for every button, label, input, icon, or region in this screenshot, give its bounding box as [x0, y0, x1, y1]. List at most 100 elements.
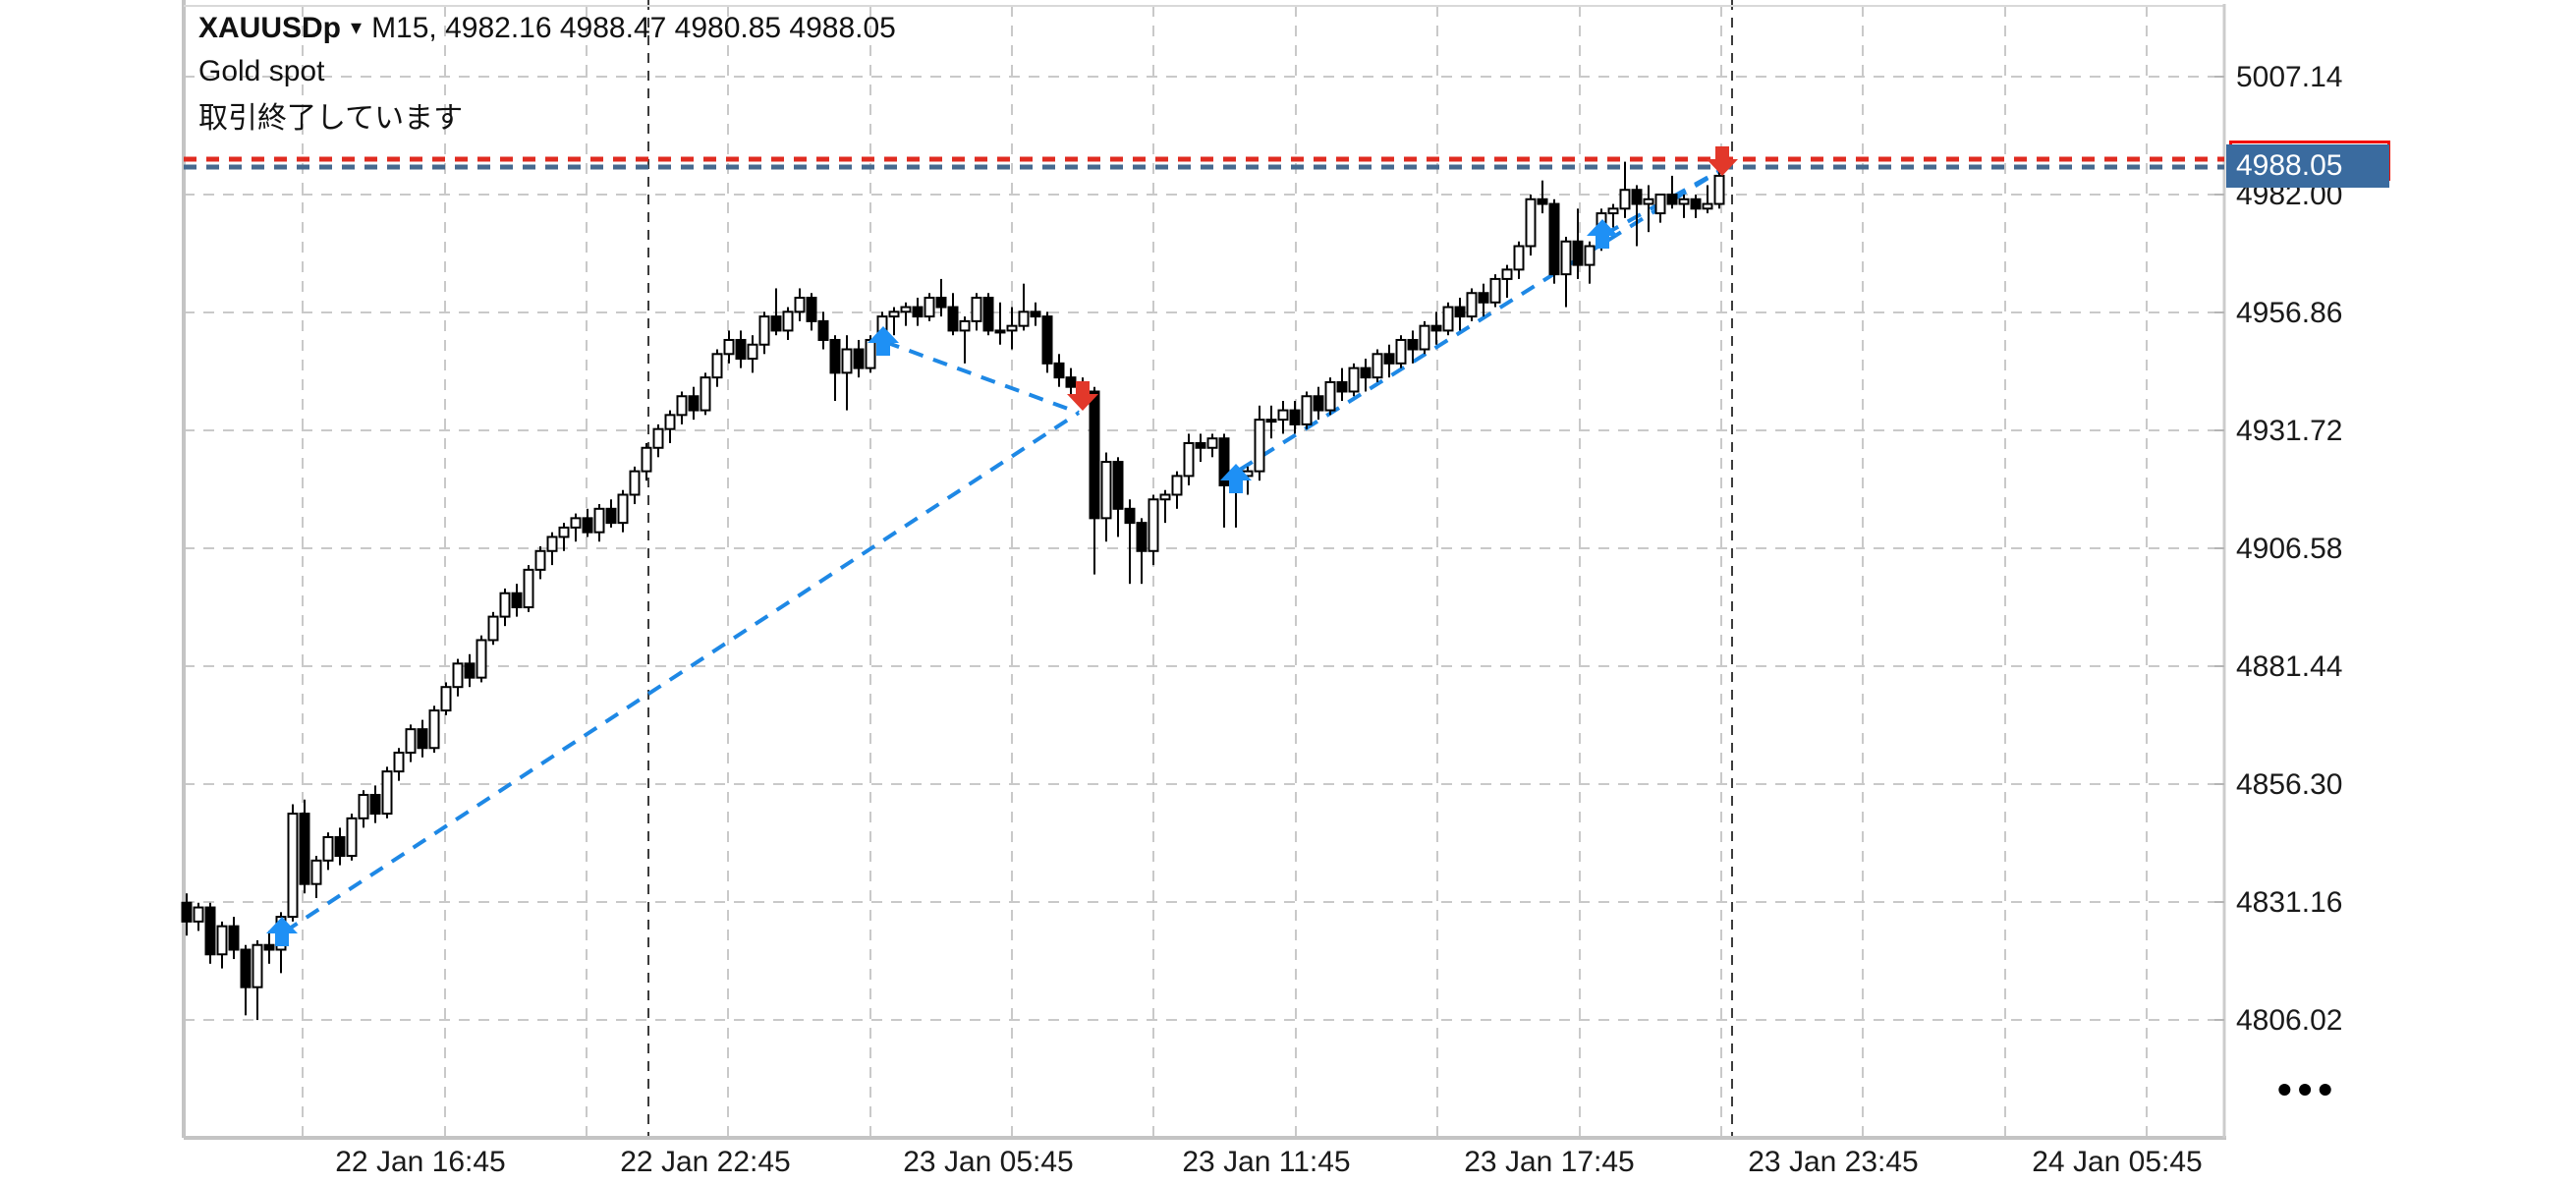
candle-body	[758, 315, 770, 346]
timeframe-ohlc-text: M15, 4982.16 4988.47 4980.85 4988.05	[371, 12, 896, 44]
candle-body	[1631, 189, 1643, 205]
candle-body	[841, 348, 853, 374]
sell-arrow-icon	[1707, 146, 1738, 176]
y-axis-label: 4806.02	[2236, 1004, 2342, 1037]
candle-body	[664, 414, 676, 430]
candle-body	[747, 343, 758, 361]
chevron-down-icon[interactable]: ▾	[351, 15, 363, 39]
candle-body	[688, 395, 700, 412]
candle-body	[1478, 292, 1489, 304]
candle-body	[1065, 376, 1077, 388]
candle-body	[476, 639, 487, 679]
y-axis-label: 4931.72	[2236, 415, 2342, 447]
candle-body	[888, 310, 900, 318]
candle-body	[982, 297, 994, 332]
signal-trendline	[1238, 169, 1721, 472]
candle-body	[487, 615, 499, 642]
candle-body	[216, 925, 228, 956]
candle-body	[935, 297, 947, 309]
y-axis-label: 5007.14	[2236, 61, 2342, 93]
candle-body	[593, 507, 605, 534]
more-options-button[interactable]: •••	[2277, 1066, 2339, 1112]
candle-body	[676, 395, 688, 417]
symbol-description: Gold spot	[198, 55, 325, 87]
signal-trendline	[884, 340, 1080, 415]
candle-body	[369, 793, 381, 816]
candle-body	[358, 793, 369, 819]
signal-trendline	[283, 411, 1081, 933]
candle-body	[523, 568, 534, 609]
candle-body	[1136, 522, 1148, 552]
candle-body	[1548, 202, 1560, 276]
candle-body	[782, 310, 794, 332]
candle-body	[829, 338, 841, 374]
sell-arrow-icon	[1067, 381, 1098, 411]
symbol-selector[interactable]: XAUUSDp	[198, 12, 342, 44]
candle-body	[1206, 437, 1218, 449]
candle-body	[1454, 306, 1466, 318]
buy-arrow-icon	[1587, 219, 1618, 249]
candle-body	[1466, 292, 1478, 318]
candle-body	[652, 427, 664, 449]
x-axis-label: 22 Jan 22:45	[620, 1146, 790, 1178]
x-axis-label: 24 Jan 05:45	[2032, 1146, 2202, 1178]
symbol-header: XAUUSDp ▾ M15, 4982.16 4988.47 4980.85 498…	[198, 12, 896, 45]
candle-body	[817, 319, 829, 341]
candle-body	[700, 376, 711, 412]
candle-body	[1265, 419, 1277, 423]
candle-body	[865, 338, 876, 369]
candle-body	[900, 306, 912, 313]
candle-body	[1277, 409, 1289, 422]
candle-body	[228, 925, 240, 951]
market-closed-status: 取引終了しています	[198, 102, 464, 135]
x-axis-label: 22 Jan 16:45	[335, 1146, 505, 1178]
candle-body	[711, 353, 723, 379]
y-axis-label: 4906.58	[2236, 533, 2342, 565]
candle-body	[570, 517, 582, 529]
candle-body	[971, 297, 982, 322]
candle-body	[204, 906, 216, 956]
candle-body	[417, 728, 428, 750]
candle-body	[1513, 245, 1525, 271]
candle-body	[1254, 419, 1265, 473]
candle-body	[1383, 353, 1395, 365]
candle-body	[334, 835, 346, 858]
candle-body	[1183, 441, 1195, 478]
candle-body	[1053, 362, 1065, 379]
candle-body	[1525, 198, 1537, 248]
candle-body	[853, 348, 865, 369]
y-axis-label: 4881.44	[2236, 650, 2342, 683]
candle-body	[499, 592, 511, 618]
candle-body	[806, 297, 817, 322]
candle-body	[346, 817, 358, 858]
buy-arrow-icon	[868, 326, 899, 356]
x-axis-label: 23 Jan 23:45	[1748, 1146, 1918, 1178]
candle-body	[1702, 202, 1713, 210]
candle-body	[770, 315, 782, 332]
candle-body	[1584, 245, 1596, 266]
candle-body	[1348, 367, 1360, 393]
buy-arrow-icon	[1220, 464, 1252, 493]
candle-body	[546, 536, 558, 552]
candle-body	[1713, 174, 1725, 205]
candle-body	[1313, 395, 1324, 412]
candle-body	[299, 813, 310, 885]
candle-body	[1395, 338, 1407, 365]
candle-body	[1643, 198, 1654, 205]
x-axis-label: 23 Jan 11:45	[1182, 1146, 1350, 1178]
candle-body	[1089, 390, 1100, 520]
candle-body	[1041, 315, 1053, 365]
candle-body	[1301, 395, 1313, 425]
candle-body	[1537, 198, 1548, 205]
candle-body	[263, 943, 275, 951]
candle-body	[1690, 198, 1702, 210]
candle-body	[287, 813, 299, 919]
candle-body	[723, 338, 735, 356]
candle-body	[1407, 338, 1419, 351]
candle-body	[629, 470, 641, 496]
current-price-badge: 4988.05	[2226, 144, 2389, 188]
candle-body	[440, 686, 452, 712]
candle-body	[1430, 324, 1442, 332]
